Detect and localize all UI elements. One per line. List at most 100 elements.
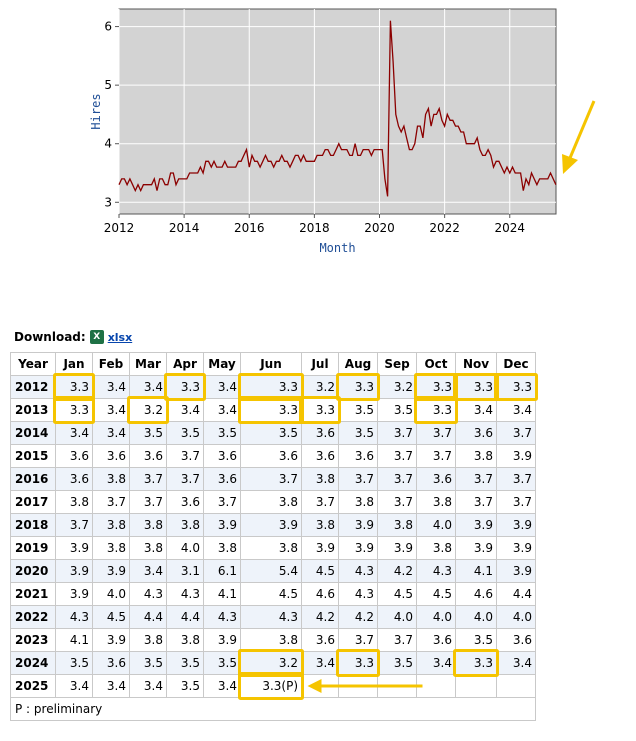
table-cell: 4.1 bbox=[203, 582, 241, 606]
table-cell: 3.9 bbox=[301, 536, 339, 560]
row-year: 2013 bbox=[10, 398, 56, 422]
row-year: 2024 bbox=[10, 651, 56, 675]
table-cell: 4.4 bbox=[166, 605, 204, 629]
table-cell: 3.4 bbox=[55, 674, 93, 698]
table-cell: 4.0 bbox=[377, 605, 417, 629]
table-cell: 4.2 bbox=[301, 605, 339, 629]
table-cell: 3.3 bbox=[455, 651, 497, 675]
excel-icon[interactable]: X bbox=[89, 330, 104, 344]
row-year: 2025 bbox=[10, 674, 56, 698]
table-cell: 3.6 bbox=[203, 444, 241, 468]
table-cell: 4.3 bbox=[416, 559, 456, 583]
table-cell: 3.7 bbox=[496, 467, 536, 491]
table-cell: 3.9 bbox=[338, 536, 378, 560]
table-cell: 3.7 bbox=[129, 467, 167, 491]
table-cell: 3.8 bbox=[301, 467, 339, 491]
table-cell: 4.3 bbox=[166, 582, 204, 606]
table-cell: 3.3 bbox=[166, 375, 204, 399]
table-row: 2022 4.3 4.5 4.4 4.4 4.3 4.3 4.2 4.2 4.0 4.0 4.0 4.0 bbox=[10, 605, 536, 629]
table-cell: 3.7 bbox=[338, 467, 378, 491]
table-cell: 3.3 bbox=[338, 375, 378, 399]
table-cell: 3.4 bbox=[203, 674, 241, 698]
download-label: Download: bbox=[14, 330, 86, 344]
table-cell: 3.5 bbox=[55, 651, 93, 675]
table-cell: 3.3 bbox=[455, 375, 497, 399]
column-header-jul: Jul bbox=[301, 352, 339, 376]
table-cell: 4.3 bbox=[338, 582, 378, 606]
table-cell: 3.8 bbox=[129, 628, 167, 652]
row-year: 2022 bbox=[10, 605, 56, 629]
table-cell: 3.9 bbox=[203, 628, 241, 652]
table-cell: 3.8 bbox=[129, 536, 167, 560]
plot-area: 2012 2014 2016 2018 2020 2022 2024 3 4 5 6 bbox=[104, 8, 557, 235]
table-row: 2016 3.6 3.8 3.7 3.7 3.6 3.7 3.8 3.7 3.7 3.6 3.7 3.7 bbox=[10, 467, 536, 491]
table-cell: 3.9 bbox=[203, 513, 241, 537]
table-cell: 4.2 bbox=[338, 605, 378, 629]
row-year: 2015 bbox=[10, 444, 56, 468]
x-tick-label: 2020 bbox=[364, 221, 395, 235]
table-cell: 3.6 bbox=[203, 467, 241, 491]
table-cell: 3.7 bbox=[377, 490, 417, 514]
table-cell: 3.8 bbox=[455, 444, 497, 468]
table-cell: 3.5 bbox=[338, 421, 378, 445]
table-cell: 3.6 bbox=[338, 444, 378, 468]
table-cell: 3.9 bbox=[55, 536, 93, 560]
table-cell: 3.3 bbox=[240, 398, 302, 422]
y-tick-label: 3 bbox=[104, 195, 112, 209]
table-cell: 3.5 bbox=[203, 651, 241, 675]
table-cell: 3.5 bbox=[166, 421, 204, 445]
table-cell: 3.2 bbox=[301, 375, 339, 399]
table-header-row: Year Jan Feb Mar Apr May Jun Jul Aug Sep Oct Nov Dec bbox=[10, 352, 536, 376]
column-header-dec: Dec bbox=[496, 352, 536, 376]
table-cell: 4.3 bbox=[55, 605, 93, 629]
table-cell: 3.7 bbox=[92, 490, 130, 514]
row-year: 2012 bbox=[10, 375, 56, 399]
series-line bbox=[118, 20, 557, 197]
table-cell: 4.2 bbox=[377, 559, 417, 583]
table-cell: 3.7 bbox=[455, 490, 497, 514]
table-cell: 3.4 bbox=[203, 398, 241, 422]
table-cell: 3.5 bbox=[455, 628, 497, 652]
table-cell: 3.9 bbox=[496, 444, 536, 468]
table-row: 2015 3.6 3.6 3.6 3.7 3.6 3.6 3.6 3.6 3.7 3.7 3.8 3.9 bbox=[10, 444, 536, 468]
table-cell: 4.3 bbox=[129, 582, 167, 606]
footnote: P : preliminary bbox=[10, 697, 536, 721]
download-bar: Download: X xlsx bbox=[14, 330, 132, 344]
table-cell: 3.3(P) bbox=[240, 674, 302, 698]
table-cell: 3.7 bbox=[377, 467, 417, 491]
table-cell: 3.9 bbox=[496, 536, 536, 560]
xlsx-download-link[interactable]: xlsx bbox=[107, 330, 133, 344]
x-tick-label: 2022 bbox=[429, 221, 460, 235]
table-cell: 4.1 bbox=[455, 559, 497, 583]
table-cell: 3.4 bbox=[301, 651, 339, 675]
table-cell: 3.4 bbox=[92, 421, 130, 445]
table-cell: 3.6 bbox=[55, 467, 93, 491]
table-cell: 3.7 bbox=[496, 421, 536, 445]
table-cell: 3.8 bbox=[92, 513, 130, 537]
table-cell: 3.6 bbox=[416, 467, 456, 491]
table-cell: 3.7 bbox=[55, 513, 93, 537]
column-header-apr: Apr bbox=[166, 352, 204, 376]
table-cell: 3.4 bbox=[92, 375, 130, 399]
x-tick-label: 2018 bbox=[299, 221, 330, 235]
table-row: 2018 3.7 3.8 3.8 3.8 3.9 3.9 3.8 3.9 3.8 4.0 3.9 3.9 bbox=[10, 513, 536, 537]
table-cell: 3.3 bbox=[416, 375, 456, 399]
chart-svg: 2012 2014 2016 2018 2020 2022 2024 3 4 5 6 Month Hir… bbox=[89, 8, 557, 255]
table-cell: 3.9 bbox=[496, 513, 536, 537]
table-cell: 3.5 bbox=[129, 421, 167, 445]
table-cell: 3.3 bbox=[416, 398, 456, 422]
table-row: 2023 4.1 3.9 3.8 3.8 3.9 3.8 3.6 3.7 3.7 3.6 3.5 3.6 bbox=[10, 628, 536, 652]
table-row: 2025 3.4 3.4 3.4 3.5 3.4 3.3(P) bbox=[10, 674, 536, 698]
table-cell: 3.6 bbox=[166, 490, 204, 514]
table-cell: 3.6 bbox=[92, 444, 130, 468]
table-cell: 3.9 bbox=[240, 513, 302, 537]
row-year: 2016 bbox=[10, 467, 56, 491]
table-cell: 3.7 bbox=[377, 444, 417, 468]
column-header-year: Year bbox=[10, 352, 56, 376]
table-cell: 3.9 bbox=[92, 628, 130, 652]
table-cell: 4.4 bbox=[496, 582, 536, 606]
table-cell: 3.8 bbox=[166, 513, 204, 537]
table-cell: 4.1 bbox=[55, 628, 93, 652]
table-cell: 4.5 bbox=[301, 559, 339, 583]
table-cell: 4.5 bbox=[240, 582, 302, 606]
